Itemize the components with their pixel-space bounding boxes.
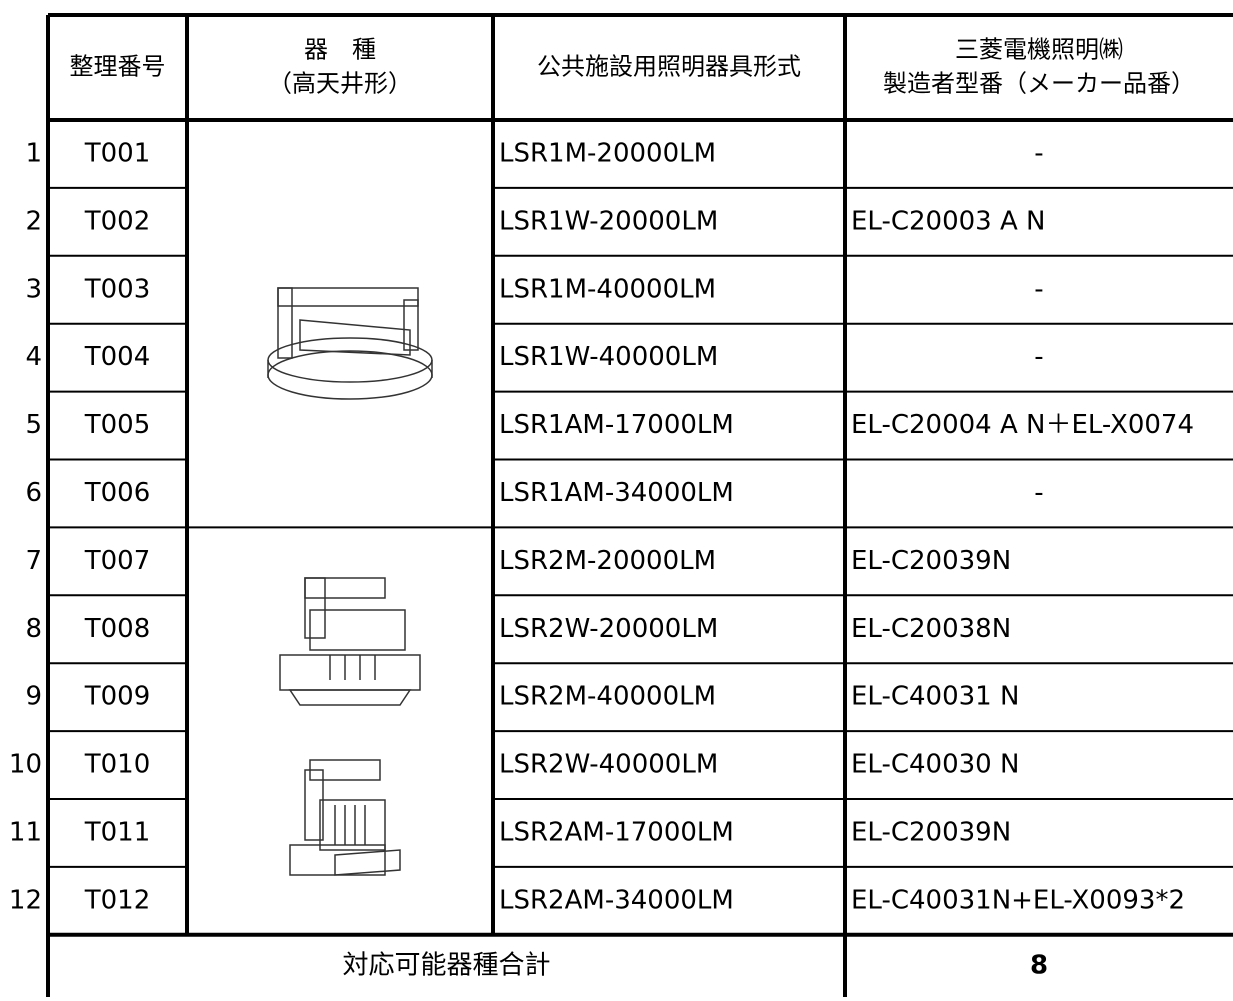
id-cell: T005	[84, 410, 151, 440]
header-cell: 器 種	[304, 36, 376, 64]
total-label: 対応可能器種合計	[342, 950, 550, 980]
row-number: 1	[25, 138, 42, 168]
id-cell: T008	[84, 614, 151, 644]
row-number: 10	[9, 750, 42, 780]
maker-cell: -	[1034, 138, 1043, 168]
id-cell: T012	[84, 885, 151, 915]
maker-cell: EL-C40031 N	[851, 682, 1019, 712]
maker-cell: -	[1034, 274, 1043, 304]
model-cell: LSR2AM-34000LM	[499, 885, 734, 915]
id-cell: T004	[84, 342, 151, 372]
maker-cell: EL-C20004 A N＋EL-X0074	[851, 410, 1194, 440]
id-cell: T006	[84, 478, 151, 508]
maker-cell: -	[1034, 342, 1043, 372]
maker-cell: EL-C20039N	[851, 817, 1011, 847]
row-number: 6	[25, 478, 42, 508]
model-cell: LSR2W-20000LM	[499, 614, 718, 644]
id-cell: T003	[84, 274, 151, 304]
row-number: 8	[25, 614, 42, 644]
model-cell: LSR1M-20000LM	[499, 138, 716, 168]
maker-cell: EL-C40031N+EL-X0093*2	[851, 885, 1185, 915]
model-cell: LSR1AM-34000LM	[499, 478, 734, 508]
model-cell: LSR2M-40000LM	[499, 682, 716, 712]
header-cell: 製造者型番（メーカー品番）	[883, 70, 1195, 98]
maker-cell: EL-C20039N	[851, 546, 1011, 576]
row-number: 7	[25, 546, 42, 576]
model-cell: LSR2W-40000LM	[499, 750, 718, 780]
model-cell: LSR1W-20000LM	[499, 206, 718, 236]
row-number: 2	[25, 206, 42, 236]
maker-cell: EL-C40030 N	[851, 750, 1019, 780]
fixture-image-round	[267, 287, 433, 400]
maker-cell: EL-C20003 A N	[851, 206, 1045, 236]
id-cell: T009	[84, 682, 151, 712]
header-cell: 公共施設用照明器具形式	[537, 53, 801, 81]
header-cell: 整理番号	[70, 53, 166, 81]
maker-cell: -	[1034, 478, 1043, 508]
model-cell: LSR2M-20000LM	[499, 546, 716, 576]
row-number: 9	[25, 682, 42, 712]
fixture-image-bracket	[289, 759, 401, 876]
id-cell: T007	[84, 546, 151, 576]
maker-cell: EL-C20038N	[851, 614, 1011, 644]
model-cell: LSR1W-40000LM	[499, 342, 718, 372]
row-number: 5	[25, 410, 42, 440]
row-number: 3	[25, 274, 42, 304]
header-cell: （高天井形）	[268, 70, 412, 98]
fixture-image-square	[279, 577, 421, 706]
model-cell: LSR1M-40000LM	[499, 274, 716, 304]
header-cell: 三菱電機照明㈱	[955, 36, 1123, 64]
row-number: 4	[25, 342, 42, 372]
row-number: 11	[9, 817, 42, 847]
id-cell: T001	[84, 138, 151, 168]
model-cell: LSR2AM-17000LM	[499, 817, 734, 847]
model-cell: LSR1AM-17000LM	[499, 410, 734, 440]
row-number: 12	[9, 885, 42, 915]
id-cell: T011	[84, 817, 151, 847]
total-value: 8	[1030, 950, 1048, 980]
id-cell: T010	[84, 750, 151, 780]
id-cell: T002	[84, 206, 151, 236]
